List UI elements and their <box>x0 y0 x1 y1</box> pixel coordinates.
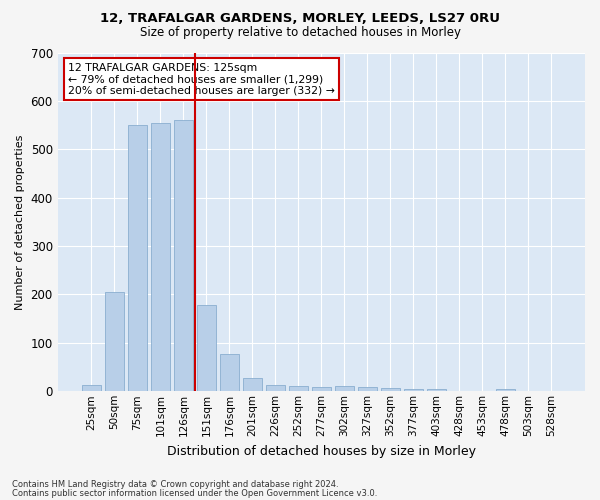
X-axis label: Distribution of detached houses by size in Morley: Distribution of detached houses by size … <box>167 444 476 458</box>
Bar <box>266 386 285 392</box>
Text: Contains HM Land Registry data © Crown copyright and database right 2024.: Contains HM Land Registry data © Crown c… <box>12 480 338 489</box>
Text: 12 TRAFALGAR GARDENS: 125sqm
← 79% of detached houses are smaller (1,299)
20% of: 12 TRAFALGAR GARDENS: 125sqm ← 79% of de… <box>68 62 335 96</box>
Bar <box>197 305 216 392</box>
Text: Size of property relative to detached houses in Morley: Size of property relative to detached ho… <box>139 26 461 39</box>
Bar <box>242 378 262 392</box>
Bar <box>128 125 147 392</box>
Bar <box>380 388 400 392</box>
Text: 12, TRAFALGAR GARDENS, MORLEY, LEEDS, LS27 0RU: 12, TRAFALGAR GARDENS, MORLEY, LEEDS, LS… <box>100 12 500 26</box>
Bar <box>82 386 101 392</box>
Bar <box>289 386 308 392</box>
Bar <box>496 389 515 392</box>
Bar <box>404 389 423 392</box>
Text: Contains public sector information licensed under the Open Government Licence v3: Contains public sector information licen… <box>12 488 377 498</box>
Bar <box>358 388 377 392</box>
Y-axis label: Number of detached properties: Number of detached properties <box>15 134 25 310</box>
Bar <box>335 386 354 392</box>
Bar <box>104 292 124 392</box>
Bar <box>151 122 170 392</box>
Bar <box>173 120 193 392</box>
Bar <box>427 389 446 392</box>
Bar <box>220 354 239 392</box>
Bar <box>311 388 331 392</box>
